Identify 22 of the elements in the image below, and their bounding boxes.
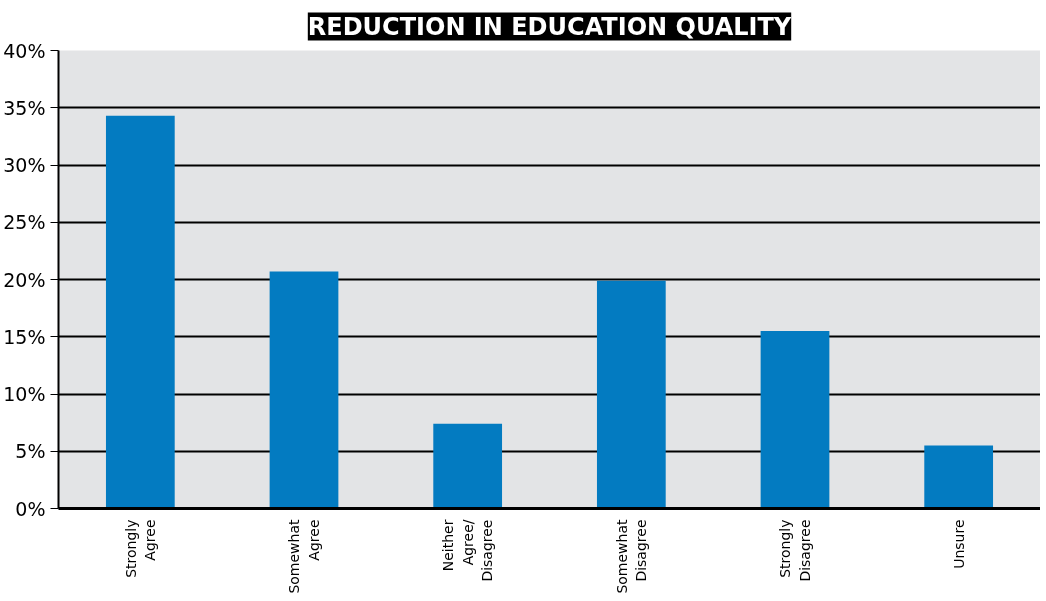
x-tick-label: Neither Agree/ Disagree bbox=[440, 519, 495, 582]
y-tick-label: 25% bbox=[3, 211, 46, 234]
bar bbox=[269, 271, 339, 509]
x-tick-label: Strongly Disagree bbox=[777, 519, 813, 582]
x-tick-label: Somewhat Disagree bbox=[613, 518, 649, 594]
y-tick-label: 10% bbox=[3, 383, 46, 405]
bar bbox=[433, 423, 503, 509]
y-tick-label: 20% bbox=[3, 268, 46, 291]
bar bbox=[105, 115, 175, 509]
y-tick-label: 0% bbox=[15, 497, 46, 520]
y-tick-label: 5% bbox=[15, 440, 46, 463]
bar bbox=[760, 331, 830, 509]
bar bbox=[596, 280, 666, 509]
x-tick-label: Strongly Agree bbox=[122, 519, 158, 578]
y-tick-label: 15% bbox=[3, 325, 46, 348]
y-tick-label: 30% bbox=[3, 154, 46, 176]
y-tick-label: 35% bbox=[3, 96, 46, 119]
bar bbox=[924, 445, 994, 509]
x-tick-label: Somewhat Agree bbox=[286, 518, 322, 594]
chart-title: REDUCTION IN EDUCATION QUALITY bbox=[307, 12, 792, 41]
x-tick-label: Unsure bbox=[950, 519, 967, 569]
y-tick-label: 40% bbox=[3, 39, 46, 62]
